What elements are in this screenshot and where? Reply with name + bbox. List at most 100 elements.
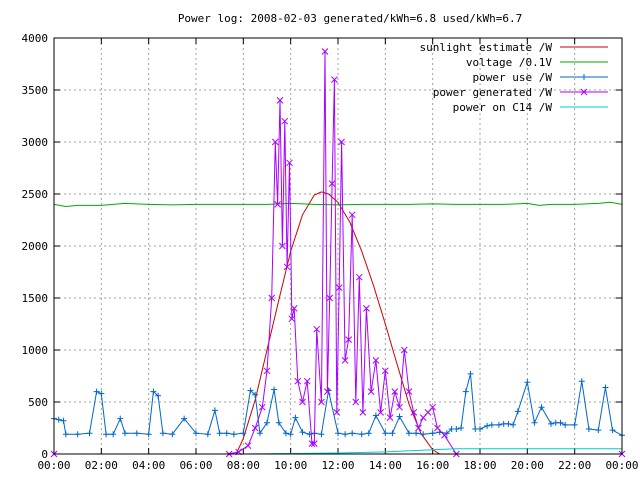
data-point [310,440,318,447]
data-point [531,419,538,426]
plot-frame [53,37,623,455]
x-tick-label: 02:00 [85,459,118,472]
data-point [263,367,271,375]
data-point [335,430,341,437]
x-tick-label: 12:00 [321,459,354,472]
x-tick-label: 08:00 [227,459,260,472]
y-tick-label: 0 [41,448,48,461]
series-line [53,201,623,208]
y-tick-label: 3000 [22,136,49,149]
data-point [441,431,448,439]
data-point [247,387,254,394]
data-point [264,419,270,426]
data-point [286,159,293,167]
data-point [303,377,311,385]
data-point [505,420,512,427]
data-point [288,315,296,323]
data-point [578,378,585,385]
data-point [571,421,578,428]
data-point [283,263,291,271]
data-point [396,413,403,420]
data-point [342,431,349,438]
data-point [133,430,140,437]
data-point [287,431,294,438]
legend-entry: power use /W [473,71,608,84]
data-point [557,419,564,426]
data-point [299,398,306,406]
data-point [281,117,289,125]
data-point [413,430,420,437]
data-point [256,430,263,437]
data-point [251,424,259,432]
data-point [358,431,365,438]
data-point [86,430,93,437]
legend-entry: power generated /W [433,86,608,99]
data-point [60,417,67,424]
data-point [318,398,325,406]
x-tick-label: 00:00 [37,459,70,472]
data-point [345,336,353,343]
data-point [410,409,418,416]
data-point [585,426,592,433]
series-line [54,191,622,455]
data-point [279,242,286,250]
data-point [193,430,199,437]
data-point [548,420,554,427]
y-tick-label: 1000 [22,344,49,357]
data-point [562,421,569,428]
data-point [338,138,345,146]
data-point [355,273,363,281]
y-tick-label: 3500 [22,84,49,97]
chart-title: Power log: 2008-02-03 generated/kWh=6.8 … [178,12,522,25]
data-point [271,138,279,146]
legend-entry: sunlight estimate /W [420,41,608,54]
data-point [363,305,370,312]
data-point [258,403,266,411]
data-point [292,414,299,421]
data-point [462,388,469,395]
data-point [381,367,389,375]
data-point [274,201,282,208]
data-point [55,416,62,423]
data-point [524,379,531,386]
data-point [159,430,166,437]
data-point [467,370,474,377]
data-point [328,180,336,187]
data-point [595,427,602,434]
data-point [484,422,491,429]
data-point [602,384,609,391]
data-point [341,357,349,364]
data-point [216,430,223,437]
data-point [458,425,465,431]
data-point [538,404,545,411]
data-point [62,431,69,438]
data-point [110,431,117,438]
data-point [275,419,282,426]
data-point [400,346,408,354]
data-point [276,97,284,104]
data-point [365,430,372,437]
data-point [377,409,384,416]
x-tick-label: 16:00 [416,459,449,472]
data-point [415,424,422,432]
data-point [510,421,517,428]
x-tick-label: 18:00 [463,459,496,472]
y-tick-label: 500 [28,396,48,409]
data-point [331,76,338,83]
data-point [268,294,276,302]
data-point [244,442,252,450]
data-point [290,305,298,312]
data-point [308,440,316,447]
legend-label: power use /W [473,71,553,84]
series-layer [50,48,626,458]
y-tick-label: 4000 [22,32,49,45]
data-point [434,424,441,432]
data-point [98,390,105,397]
data-point [211,407,218,414]
data-point [382,430,389,437]
data-point [294,377,302,385]
legend-marker [580,88,588,96]
legend-label: voltage /0.1V [466,56,552,69]
series-sunlight-estimate-w [54,191,622,455]
